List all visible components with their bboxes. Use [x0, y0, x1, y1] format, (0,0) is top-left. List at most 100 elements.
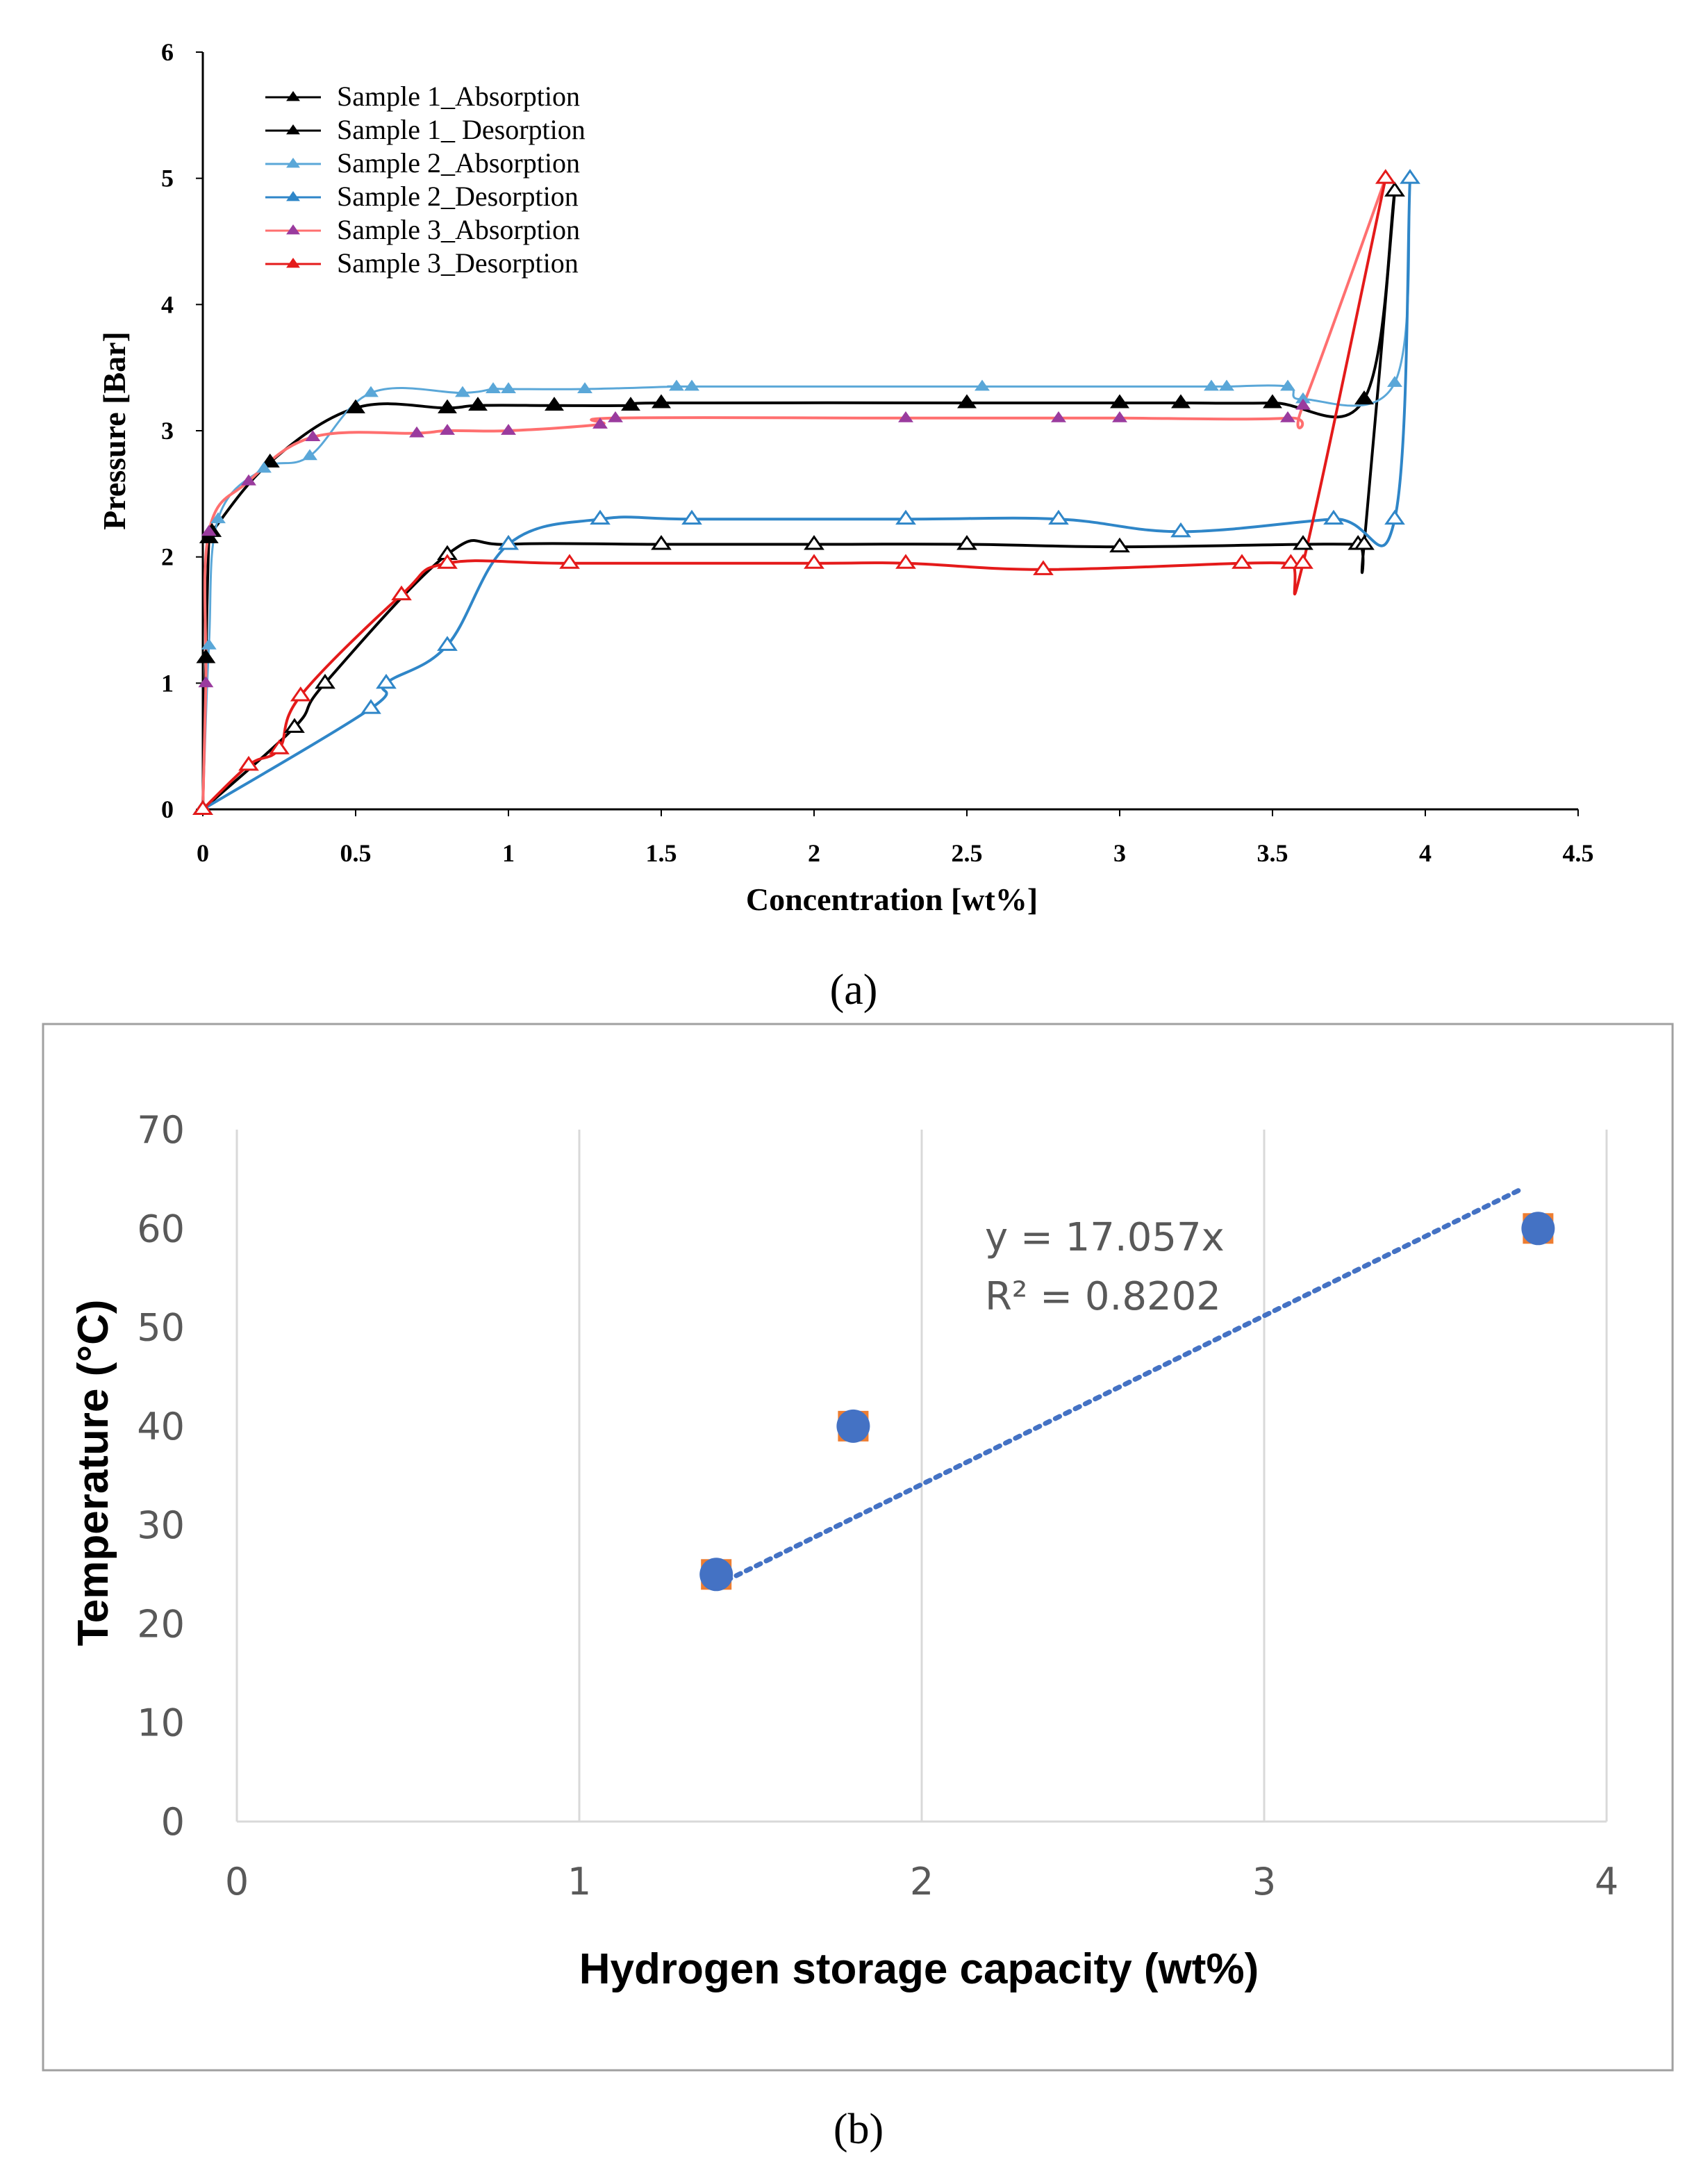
panel-a-data-marker	[1051, 411, 1066, 422]
panel-a-legend-marker	[286, 91, 300, 101]
panel-b-x-tick-label: 0	[225, 1860, 249, 1904]
panel-a-data-marker	[804, 535, 824, 550]
panel-a-data-marker	[1170, 522, 1191, 538]
panel-a-data-marker	[1293, 554, 1313, 569]
panel-a-y-tick-label: 0	[161, 795, 174, 823]
panel-a-data-marker	[201, 525, 217, 536]
panel-b-x-tick-label: 3	[1252, 1860, 1276, 1904]
panel-a-x-tick-label: 3.5	[1257, 839, 1288, 867]
panel-a-data-marker	[1171, 394, 1191, 408]
panel-a-data-marker	[898, 411, 913, 422]
panel-a-data-marker	[498, 535, 519, 550]
panel-a-data-marker	[669, 379, 684, 391]
panel-a-x-tick-label: 3	[1113, 839, 1126, 867]
panel-a-data-marker	[302, 449, 317, 461]
panel-b-equation-annotation: y = 17.057x	[985, 1215, 1225, 1260]
panel-b-data-point	[699, 1558, 733, 1592]
panel-b-trendline-line	[713, 1187, 1524, 1588]
panel-a-y-tick-label: 3	[161, 417, 174, 445]
panel-a-y-tick-label: 6	[161, 38, 174, 66]
panel-a-x-tick-label: 2.5	[952, 839, 983, 867]
panel-a-data-marker	[315, 673, 335, 689]
panel-a-data-marker	[210, 512, 226, 524]
panel-a-data-marker	[1384, 509, 1405, 525]
panel-a-legend-marker	[286, 191, 300, 201]
panel-a-data-marker	[346, 399, 365, 413]
panel-a-data-marker	[1323, 509, 1344, 525]
panel-b-y-tick-label: 20	[137, 1602, 185, 1646]
panel-b-y-tick-label: 10	[137, 1701, 185, 1745]
panel-a-data-marker	[284, 718, 305, 733]
panel-a-data-marker	[1354, 535, 1375, 550]
panel-b-data-points	[699, 1212, 1555, 1592]
panel-a-data-marker	[1232, 554, 1252, 569]
panel-a-legend-marker	[286, 158, 300, 168]
panel-a-legend-entry: Sample 2_Absorption	[337, 147, 580, 179]
panel-a-x-tick-label: 0	[197, 839, 209, 867]
panel-a-data-marker	[1354, 390, 1374, 405]
panel-b-gridlines	[235, 1130, 1608, 1823]
panel-b-x-tick-label: 4	[1595, 1860, 1618, 1904]
panel-a-legend-marker	[286, 224, 300, 235]
panel-a-data-marker	[577, 382, 592, 393]
panel-a-data-marker	[455, 386, 470, 397]
panel-a-y-tick-label: 4	[161, 290, 174, 318]
panel-a-data-marker	[1400, 169, 1420, 184]
panel-b-trendline	[713, 1187, 1524, 1588]
panel-b-frame	[42, 1023, 1674, 2072]
panel-a-data-marker	[1280, 411, 1295, 422]
panel-a-data-marker	[241, 474, 256, 486]
panel-a-data-marker	[256, 461, 272, 473]
panel-b-y-axis-label: Temperature (°C)	[69, 1299, 117, 1646]
panel-a-x-tick-label: 4	[1419, 839, 1432, 867]
panel-a-data-marker	[1048, 509, 1069, 525]
panel-a-series-markers	[192, 169, 1420, 815]
panel-a-data-marker	[559, 554, 580, 569]
panel-a-data-marker	[501, 424, 516, 435]
panel-b-label: (b)	[834, 2106, 884, 2153]
panel-a-data-marker	[363, 386, 379, 397]
panel-a-data-marker	[468, 397, 488, 411]
panel-a-data-marker	[1204, 379, 1219, 391]
panel-b-data-point	[1521, 1212, 1555, 1246]
panel-a-data-marker	[1112, 411, 1127, 422]
panel-b-x-tick-label: 1	[567, 1860, 591, 1904]
panel-a-data-marker	[196, 649, 216, 663]
panel-a-data-marker	[957, 394, 977, 408]
panel-a-data-marker	[201, 638, 217, 650]
panel-a-tick-labels: 0 0.5 1 1.5 2 2.5 3 3.5 4 4.5 0 1 2 3 4 5 6	[161, 38, 1594, 867]
panel-a-data-marker	[269, 739, 290, 754]
panel-a-y-axis-label: Pressure [Bar]	[97, 331, 132, 530]
panel-a-data-marker	[437, 554, 458, 569]
panel-b-y-tick-label: 40	[137, 1405, 185, 1448]
panel-a-data-marker	[608, 411, 623, 422]
panel-a-x-tick-label: 1	[502, 839, 515, 867]
panel-a-data-marker	[975, 379, 990, 391]
panel-a-legend-marker	[286, 124, 300, 135]
panel-b-x-axis-label: Hydrogen storage capacity (wt%)	[579, 1945, 1259, 1993]
panel-a-series-line	[201, 190, 1396, 811]
panel-a-data-marker	[592, 418, 608, 429]
panel-a-legend-entry: Sample 3_Absorption	[337, 214, 580, 245]
panel-a-data-marker	[290, 686, 311, 702]
panel-a-data-marker	[1293, 535, 1313, 550]
panel-a-data-marker	[305, 430, 321, 441]
panel-a-data-marker	[440, 424, 455, 435]
panel-a-data-marker	[238, 755, 259, 771]
panel-a-data-marker	[198, 676, 214, 688]
panel-a-data-marker	[501, 382, 516, 393]
panel-a-data-marker	[409, 426, 424, 438]
panel-a-data-marker	[652, 394, 671, 408]
panel-a-y-tick-label: 5	[161, 165, 174, 192]
panel-a-data-marker	[1295, 398, 1311, 410]
panel-a-chart: 0 0.5 1 1.5 2 2.5 3 3.5 4 4.5 0 1 2 3 4 5 6 Sample 1_Abs…	[97, 38, 1594, 917]
panel-a-data-marker	[360, 699, 381, 714]
panel-a-data-marker	[1109, 537, 1130, 553]
panel-a-data-marker	[621, 397, 640, 411]
panel-a-x-tick-label: 4.5	[1563, 839, 1594, 867]
panel-a-data-marker	[804, 554, 824, 569]
panel-a-data-marker	[391, 585, 412, 601]
